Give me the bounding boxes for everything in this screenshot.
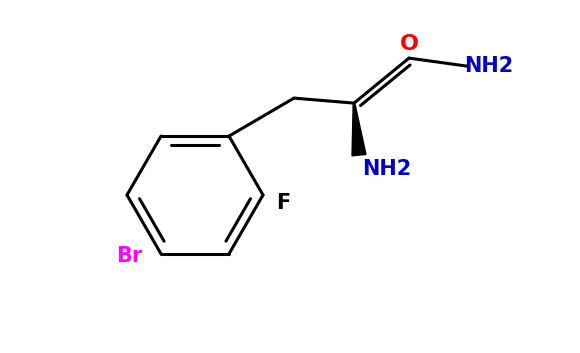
- Text: NH2: NH2: [362, 159, 412, 179]
- Text: F: F: [276, 193, 290, 213]
- Text: Br: Br: [116, 246, 142, 266]
- Text: NH2: NH2: [465, 56, 514, 76]
- Polygon shape: [352, 103, 366, 156]
- Text: O: O: [400, 34, 419, 54]
